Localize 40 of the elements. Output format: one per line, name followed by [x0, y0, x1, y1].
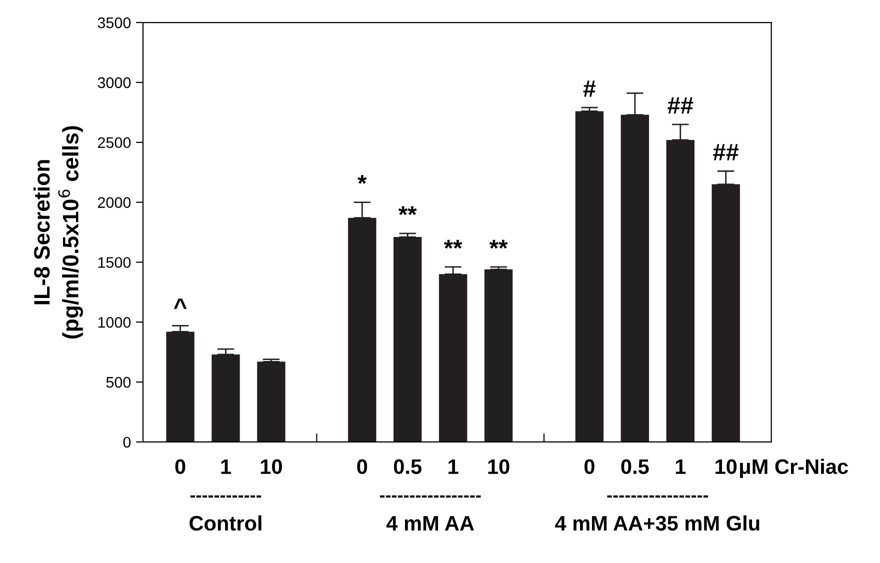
bar	[257, 362, 286, 442]
y-tick-label: 0	[123, 436, 131, 448]
x-tick-label: 10	[260, 459, 282, 474]
y-tick-label: 3500	[98, 17, 131, 28]
data-label: ##	[668, 97, 694, 114]
x-tick-label: 0.5	[394, 459, 422, 474]
y-tick-label: 1500	[98, 257, 131, 268]
text: μM Cr-Niac	[740, 458, 848, 478]
bar	[484, 269, 513, 442]
text: Control	[190, 515, 262, 531]
x-tick-label: 10	[716, 459, 737, 474]
y-tick-label: 3000	[98, 77, 131, 88]
y-tick-label: 500	[106, 376, 131, 388]
data-label: **	[444, 240, 462, 249]
data-label: ^	[174, 298, 187, 309]
bar	[212, 354, 240, 442]
x-tick-label: 1	[676, 459, 686, 474]
data-label: **	[489, 240, 508, 249]
data-label: ##	[713, 144, 739, 160]
bar	[575, 111, 604, 442]
data-label: #	[583, 80, 596, 97]
y-tick-label: 2500	[98, 137, 131, 148]
text: 4 mM AA	[386, 516, 474, 530]
data-label: *	[358, 175, 367, 184]
x-tick-label: 10	[488, 459, 510, 474]
x-tick-label: 0.5	[621, 459, 649, 474]
y-tick-label: 1000	[98, 316, 131, 328]
x-tick-label: 1	[448, 459, 458, 474]
data-label: **	[398, 206, 417, 216]
x-tick-label: 0	[357, 459, 368, 474]
bar	[394, 237, 422, 442]
text: ------------	[190, 495, 262, 498]
text: -----------------	[607, 495, 708, 498]
x-tick-label: 1	[221, 459, 231, 474]
text: -----------------	[380, 495, 481, 498]
text: 4 mM AA+35 mM Glu	[555, 515, 760, 531]
x-tick-label: 0	[175, 459, 186, 474]
y-tick-label: 2000	[98, 197, 131, 208]
y-axis-title: IL-8 Secretion (pg/ml/0.5x10$^{6}$ cells)	[33, 126, 83, 338]
x-tick-label: 0	[584, 459, 594, 474]
